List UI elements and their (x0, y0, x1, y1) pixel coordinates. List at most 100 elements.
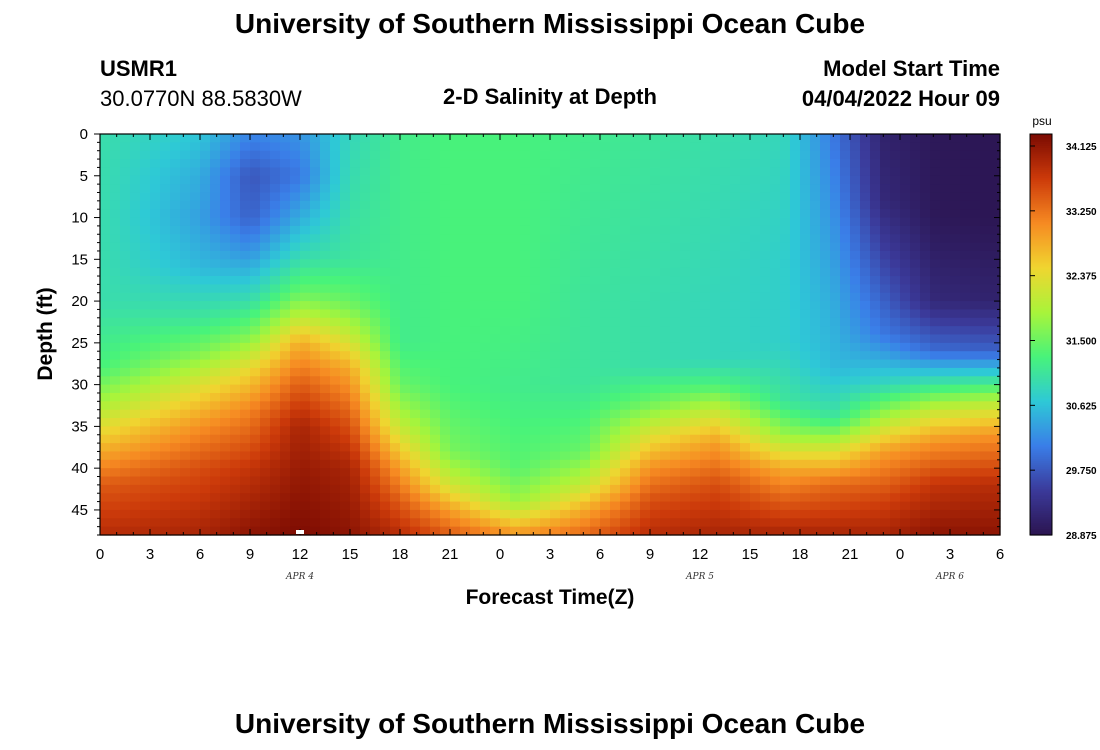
heatmap-cell (240, 259, 251, 269)
heatmap-cell (700, 509, 711, 519)
heatmap-cell (970, 526, 981, 536)
heatmap-cell (950, 242, 961, 252)
heatmap-cell (720, 159, 731, 169)
heatmap-cell (330, 192, 341, 202)
heatmap-cell (130, 301, 141, 311)
heatmap-cell (480, 234, 491, 244)
heatmap-cell (160, 476, 171, 486)
heatmap-cell (640, 175, 651, 185)
heatmap-cell (160, 434, 171, 444)
heatmap-cell (470, 484, 481, 494)
heatmap-cell (850, 493, 861, 503)
heatmap-cell (890, 509, 901, 519)
heatmap-cell (710, 217, 721, 227)
heatmap-cell (600, 342, 611, 352)
heatmap-cell (430, 384, 441, 394)
heatmap-cell (580, 468, 591, 478)
heatmap-cell (340, 159, 351, 169)
heatmap-cell (910, 434, 921, 444)
heatmap-cell (600, 284, 611, 294)
heatmap-cell (560, 518, 571, 528)
heatmap-cell (190, 493, 201, 503)
heatmap-cell (760, 443, 771, 453)
heatmap-cell (590, 409, 601, 419)
heatmap-cell (100, 200, 111, 210)
heatmap-cell (840, 367, 851, 377)
heatmap-cell (980, 250, 991, 260)
heatmap-cell (650, 267, 661, 277)
heatmap-cell (150, 217, 161, 227)
heatmap-cell (120, 334, 131, 344)
heatmap-cell (910, 501, 921, 511)
heatmap-cell (990, 234, 1001, 244)
heatmap-cell (760, 409, 771, 419)
heatmap-cell (620, 426, 631, 436)
heatmap-cell (560, 250, 571, 260)
heatmap-cell (500, 468, 511, 478)
heatmap-cell (230, 242, 241, 252)
heatmap-cell (580, 301, 591, 311)
heatmap-cell (490, 359, 501, 369)
heatmap-cell (580, 317, 591, 327)
heatmap-cell (630, 459, 641, 469)
heatmap-cell (780, 267, 791, 277)
heatmap-cell (640, 351, 651, 361)
heatmap-cell (290, 493, 301, 503)
heatmap-cell (370, 184, 381, 194)
heatmap-cell (780, 292, 791, 302)
heatmap-cell (310, 334, 321, 344)
heatmap-cell (360, 142, 371, 152)
heatmap-cell (860, 509, 871, 519)
colorbar-segment (1030, 358, 1052, 362)
heatmap-cell (650, 150, 661, 160)
heatmap-cell (320, 493, 331, 503)
heatmap-cell (340, 359, 351, 369)
heatmap-cell (840, 284, 851, 294)
colorbar-segment (1030, 240, 1052, 243)
heatmap-cell (130, 192, 141, 202)
heatmap-cell (300, 184, 311, 194)
heatmap-cell (290, 200, 301, 210)
heatmap-cell (410, 150, 421, 160)
heatmap-cell (670, 351, 681, 361)
heatmap-cell (380, 384, 391, 394)
heatmap-cell (600, 326, 611, 336)
heatmap-cell (860, 359, 871, 369)
heatmap-cell (530, 443, 541, 453)
heatmap-cell (400, 367, 411, 377)
heatmap-cell (670, 326, 681, 336)
heatmap-cell (200, 451, 211, 461)
heatmap-cell (210, 301, 221, 311)
heatmap-cell (970, 267, 981, 277)
heatmap-cell (490, 526, 501, 536)
heatmap-cell (860, 259, 871, 269)
heatmap-cell (910, 484, 921, 494)
heatmap-cell (680, 217, 691, 227)
heatmap-cell (500, 167, 511, 177)
heatmap-cell (730, 484, 741, 494)
heatmap-cell (230, 326, 241, 336)
heatmap-cell (990, 326, 1001, 336)
heatmap-cell (340, 351, 351, 361)
colorbar-segment (1030, 298, 1052, 302)
heatmap-cell (820, 526, 831, 536)
heatmap-cell (130, 326, 141, 336)
heatmap-cell (560, 434, 571, 444)
colorbar-segment (1030, 428, 1052, 432)
heatmap-cell (920, 351, 931, 361)
heatmap-cell (260, 484, 271, 494)
heatmap-cell (710, 225, 721, 235)
heatmap-cell (960, 267, 971, 277)
heatmap-cell (900, 526, 911, 536)
heatmap-cell (650, 301, 661, 311)
heatmap-cell (880, 167, 891, 177)
heatmap-cell (510, 250, 521, 260)
heatmap-cell (710, 459, 721, 469)
heatmap-cell (270, 434, 281, 444)
heatmap-cell (560, 259, 571, 269)
colorbar-segment (1030, 260, 1052, 263)
heatmap-cell (910, 284, 921, 294)
heatmap-cell (910, 509, 921, 519)
heatmap-cell (630, 476, 641, 486)
heatmap-cell (950, 501, 961, 511)
